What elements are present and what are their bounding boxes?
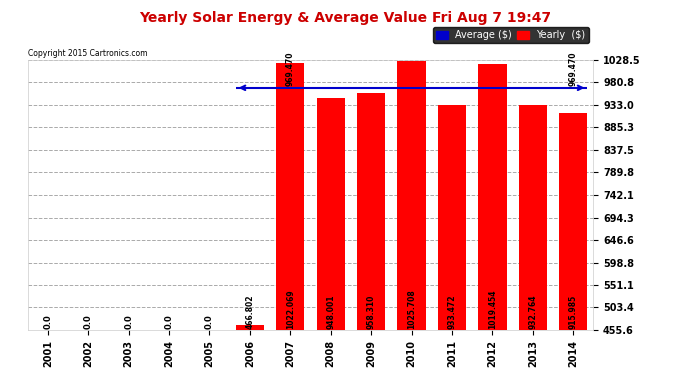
Bar	[276, 63, 304, 330]
Text: 969.470: 969.470	[569, 52, 578, 86]
Bar	[559, 113, 587, 330]
Text: Yearly Solar Energy & Average Value Fri Aug 7 19:47: Yearly Solar Energy & Average Value Fri …	[139, 11, 551, 25]
Bar	[519, 105, 547, 330]
Text: 915.985: 915.985	[569, 294, 578, 328]
Text: 948.001: 948.001	[326, 294, 335, 328]
Bar	[357, 93, 385, 330]
Text: 933.472: 933.472	[447, 294, 457, 328]
Bar	[236, 325, 264, 330]
Text: 0.0: 0.0	[43, 314, 52, 328]
Text: 1022.069: 1022.069	[286, 289, 295, 328]
Text: 1019.454: 1019.454	[488, 289, 497, 328]
Text: 0.0: 0.0	[205, 314, 214, 328]
Text: 0.0: 0.0	[164, 314, 174, 328]
Text: 466.802: 466.802	[246, 294, 255, 328]
Text: 969.470: 969.470	[286, 52, 295, 86]
Text: Copyright 2015 Cartronics.com: Copyright 2015 Cartronics.com	[28, 49, 147, 58]
Text: 0.0: 0.0	[83, 314, 92, 328]
Text: 958.310: 958.310	[366, 294, 375, 328]
Text: 932.764: 932.764	[529, 294, 538, 328]
Legend: Average ($), Yearly  ($): Average ($), Yearly ($)	[433, 27, 589, 43]
Text: 0.0: 0.0	[124, 314, 133, 328]
Bar	[317, 98, 345, 330]
Bar	[397, 62, 426, 330]
Text: 1025.708: 1025.708	[407, 289, 416, 328]
Bar	[438, 105, 466, 330]
Bar	[478, 64, 506, 330]
